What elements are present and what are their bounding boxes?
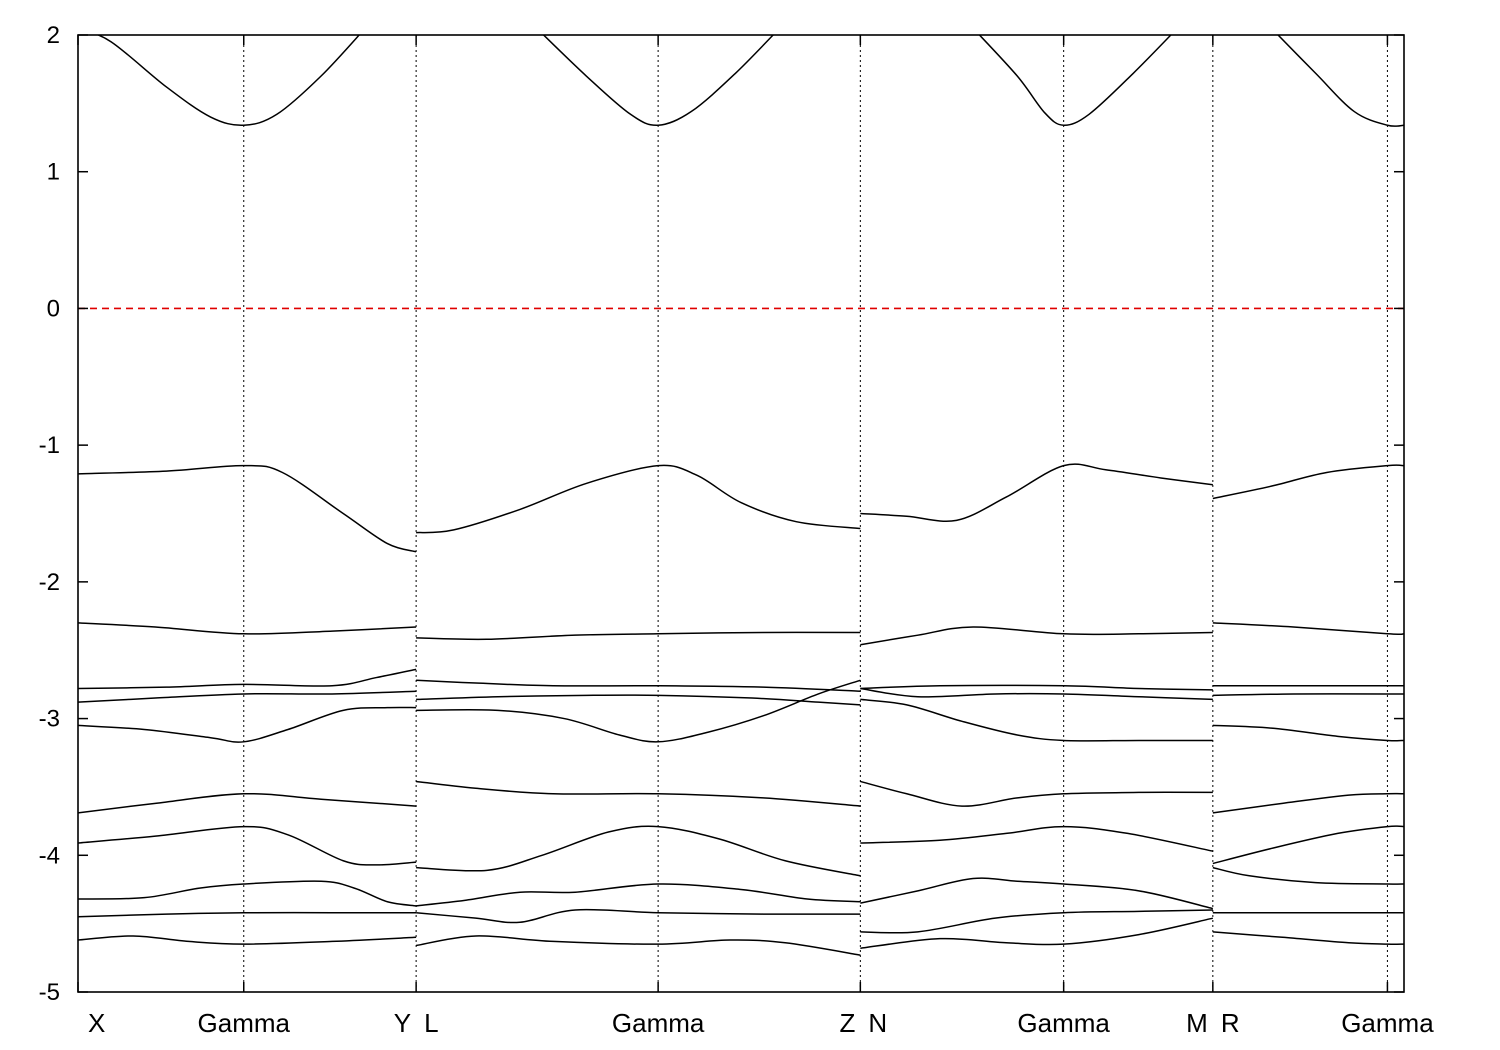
band-line-19	[1212, 693, 1404, 697]
kpoint-label-gamma: Gamma	[198, 1008, 291, 1038]
y-tick-label: 2	[47, 22, 60, 49]
kpoint-label-l: L	[424, 1008, 438, 1038]
band-line-12	[78, 668, 417, 690]
y-tick-label: -1	[39, 432, 60, 459]
band-line-26	[860, 780, 1213, 807]
y-tick-label: 0	[47, 295, 60, 322]
kpoint-label-m: M	[1186, 1008, 1208, 1038]
band-line-5	[416, 464, 861, 534]
band-line-28	[78, 825, 417, 866]
kpoint-label-n: N	[868, 1008, 887, 1038]
band-line-6	[860, 463, 1213, 522]
band-line-35	[1212, 866, 1404, 885]
kpoint-label-gamma: Gamma	[1341, 1008, 1434, 1038]
band-line-30	[860, 825, 1213, 852]
band-line-18	[860, 687, 1213, 701]
y-tick-label: 1	[47, 159, 60, 186]
band-line-2	[978, 35, 1172, 126]
y-ticks	[77, 34, 1404, 993]
band-line-37	[416, 908, 861, 924]
kpoint-label-y: Y	[394, 1008, 411, 1038]
band-line-14	[860, 684, 1213, 691]
y-tick-label: -4	[39, 842, 60, 869]
band-line-41	[416, 935, 861, 956]
band-line-27	[1212, 792, 1404, 814]
band-line-1	[542, 35, 775, 126]
band-line-10	[860, 626, 1213, 646]
band-line-9	[416, 631, 861, 641]
band-line-8	[78, 622, 417, 635]
band-line-21	[416, 679, 861, 743]
band-line-25	[416, 780, 861, 807]
band-line-32	[78, 880, 417, 907]
y-tick-label: -5	[39, 979, 60, 1006]
kpoint-label-r: R	[1221, 1008, 1240, 1038]
band-line-20	[78, 706, 417, 743]
y-tick-label: -2	[39, 569, 60, 596]
y-tick-label: -3	[39, 706, 60, 733]
band-line-4	[78, 464, 417, 553]
band-line-33	[416, 883, 861, 907]
band-line-23	[1212, 724, 1404, 742]
band-line-7	[1212, 464, 1404, 500]
bands-layer	[78, 35, 1404, 956]
band-line-11	[1212, 622, 1404, 636]
x-kpoint-labels: X Gamma Y L Gamma Z N Gamma M R Gamma	[88, 1008, 1434, 1038]
band-line-29	[416, 825, 861, 877]
band-line-0	[96, 35, 361, 127]
y-tick-labels: 2 1 0 -1 -2 -3 -4 -5	[39, 22, 60, 1006]
band-line-16	[78, 690, 417, 703]
band-line-24	[78, 792, 417, 814]
plot-frame	[77, 34, 1405, 993]
band-line-38	[860, 909, 1213, 934]
band-line-22	[860, 698, 1213, 742]
kpoint-label-z: Z	[839, 1008, 855, 1038]
band-line-17	[416, 694, 861, 706]
kpoint-label-gamma: Gamma	[612, 1008, 705, 1038]
band-line-3	[1277, 35, 1404, 127]
kpoint-label-x: X	[88, 1008, 105, 1038]
band-line-36	[78, 911, 417, 918]
kpoint-label-gamma: Gamma	[1017, 1008, 1110, 1038]
band-line-40	[78, 935, 417, 945]
band-line-43	[1212, 931, 1404, 946]
band-line-34	[860, 877, 1214, 910]
band-line-13	[416, 679, 861, 692]
band-line-31	[1212, 825, 1404, 865]
band-line-42	[860, 917, 1214, 949]
